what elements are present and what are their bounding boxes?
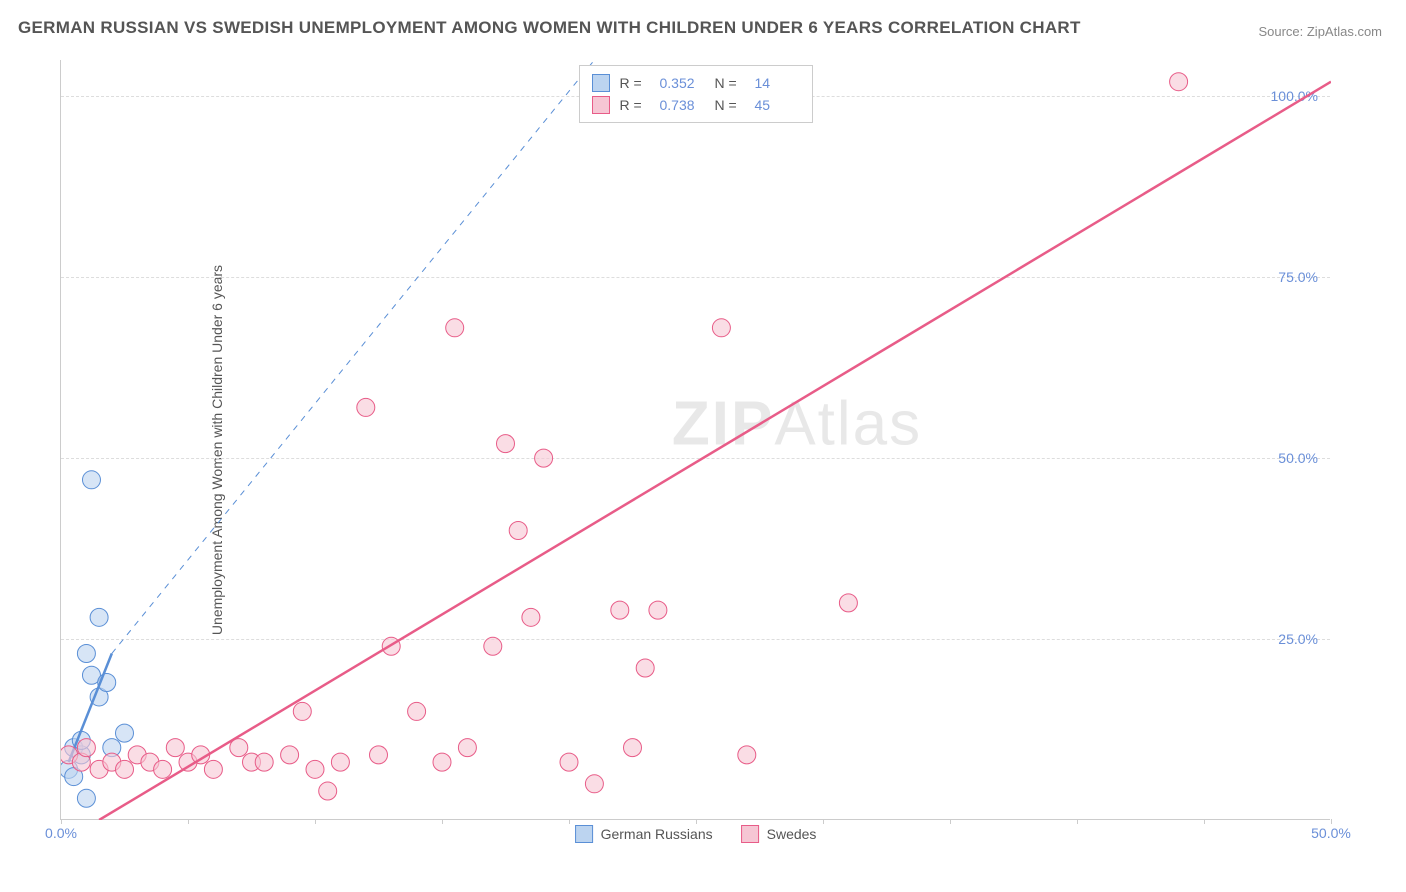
scatter-point: [839, 594, 857, 612]
legend-correlation: R = 0.352 N = 14 R = 0.738 N = 45: [579, 65, 813, 123]
legend-n-value: 14: [755, 75, 800, 91]
scatter-point: [446, 319, 464, 337]
legend-n-label: N =: [715, 97, 745, 113]
scatter-point: [649, 601, 667, 619]
scatter-point: [331, 753, 349, 771]
page-title: GERMAN RUSSIAN VS SWEDISH UNEMPLOYMENT A…: [18, 18, 1081, 38]
scatter-point: [370, 746, 388, 764]
scatter-point: [306, 760, 324, 778]
legend-series-label: German Russians: [601, 826, 713, 842]
scatter-point: [77, 789, 95, 807]
scatter-point: [522, 608, 540, 626]
scatter-point: [116, 724, 134, 742]
scatter-point: [116, 760, 134, 778]
plot-area: ZIPAtlas R =0.352N =14R =0.738N =45 Germ…: [60, 60, 1330, 820]
scatter-point: [154, 760, 172, 778]
legend-swatch: [592, 74, 610, 92]
x-tick: [1331, 819, 1332, 824]
legend-series: German Russians Swedes: [575, 825, 817, 843]
scatter-point: [319, 782, 337, 800]
legend-swatch: [741, 825, 759, 843]
scatter-point: [535, 449, 553, 467]
trend-line-dashed: [112, 60, 595, 654]
legend-r-value: 0.352: [660, 75, 705, 91]
scatter-point: [82, 471, 100, 489]
scatter-point: [712, 319, 730, 337]
scatter-point: [484, 637, 502, 655]
legend-series-item: German Russians: [575, 825, 713, 843]
scatter-point: [281, 746, 299, 764]
x-tick-label: 0.0%: [45, 825, 77, 841]
scatter-point: [636, 659, 654, 677]
scatter-point: [611, 601, 629, 619]
scatter-point: [433, 753, 451, 771]
scatter-point: [408, 702, 426, 720]
legend-swatch: [592, 96, 610, 114]
scatter-svg: [61, 60, 1331, 820]
scatter-point: [255, 753, 273, 771]
scatter-point: [1170, 73, 1188, 91]
scatter-point: [509, 521, 527, 539]
legend-n-label: N =: [715, 75, 745, 91]
scatter-point: [458, 739, 476, 757]
scatter-point: [624, 739, 642, 757]
legend-n-value: 45: [755, 97, 800, 113]
legend-r-label: R =: [620, 97, 650, 113]
trend-line: [99, 82, 1331, 820]
correlation-chart: Unemployment Among Women with Children U…: [60, 60, 1380, 840]
legend-row: R = 0.352 N = 14: [592, 72, 800, 94]
scatter-point: [585, 775, 603, 793]
scatter-point: [77, 739, 95, 757]
legend-row: R = 0.738 N = 45: [592, 94, 800, 116]
scatter-point: [166, 739, 184, 757]
scatter-point: [293, 702, 311, 720]
scatter-point: [560, 753, 578, 771]
scatter-point: [77, 645, 95, 663]
legend-swatch: [575, 825, 593, 843]
legend-r-value: 0.738: [660, 97, 705, 113]
legend-series-item: Swedes: [741, 825, 817, 843]
scatter-point: [204, 760, 222, 778]
legend-series-label: Swedes: [767, 826, 817, 842]
scatter-point: [357, 398, 375, 416]
scatter-point: [497, 435, 515, 453]
legend-r-label: R =: [620, 75, 650, 91]
source-attribution: Source: ZipAtlas.com: [1258, 24, 1382, 39]
scatter-point: [90, 608, 108, 626]
scatter-point: [738, 746, 756, 764]
x-tick-label: 50.0%: [1311, 825, 1351, 841]
